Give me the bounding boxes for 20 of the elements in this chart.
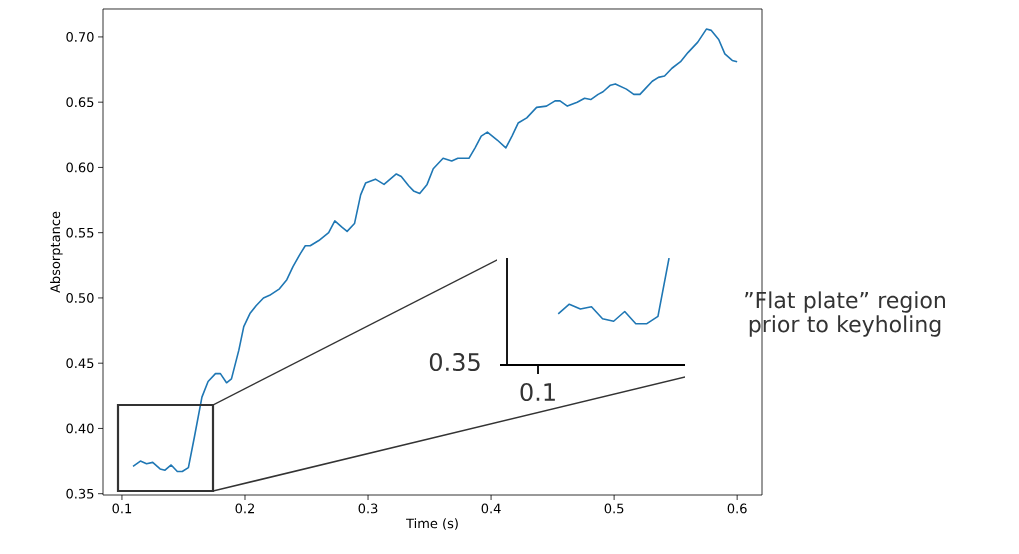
x-tick-label: 0.5 [604,503,624,514]
annotation: ”Flat plate” region prior to keyholing [745,291,945,337]
x-tick-label: 0.3 [358,503,378,514]
x-tick-label: 0.2 [235,503,255,514]
y-tick-label: 0.60 [66,162,94,173]
y-tick-label: 0.50 [66,293,94,303]
x-tick-label: 0.4 [481,503,501,514]
x-tick-label: 0.1 [112,503,132,514]
x-tick-label: 0.6 [727,503,747,514]
y-tick-label: 0.70 [66,32,94,42]
annotation: 0.35 [429,352,480,372]
x-axis-title: Time (s) [406,518,458,530]
y-tick-label: 0.40 [66,423,94,434]
line-series [132,28,738,473]
y-tick-label: 0.65 [66,97,94,108]
y-tick-label: 0.35 [66,488,94,499]
y-tick-label: 0.45 [66,358,94,369]
y-tick-label: 0.55 [66,227,94,238]
annotation: 0.1 [520,382,555,402]
y-axis-title: Absorptance [50,211,63,293]
